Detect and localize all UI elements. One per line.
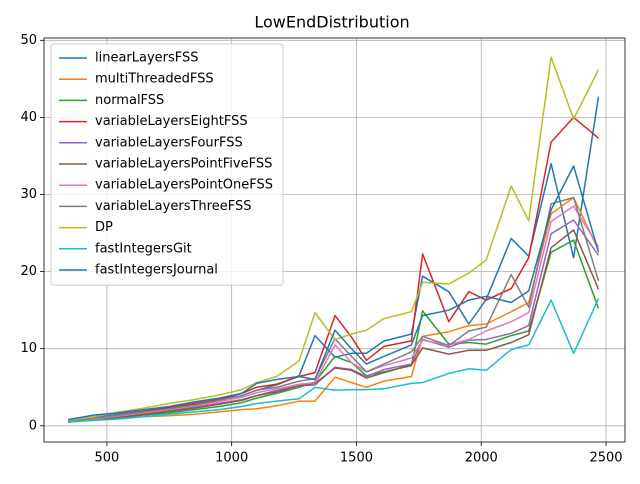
series-line: [68, 196, 600, 422]
x-tick-label: 500: [94, 451, 119, 466]
legend-label: variableLayersFourFSS: [95, 135, 243, 150]
legend-label: variableLayersPointOneFSS: [95, 178, 273, 193]
x-tick-label: 2000: [465, 451, 498, 466]
y-tick-label: 0: [29, 418, 37, 433]
legend-label: normalFSS: [95, 93, 164, 108]
series-line: [68, 298, 600, 423]
legend-label: variableLayersThreeFSS: [95, 199, 251, 214]
plot-frame: [43, 37, 626, 443]
legend-label: variableLayersPointFiveFSS: [95, 157, 272, 172]
y-tick-label: 10: [20, 341, 37, 356]
y-tick-label: 30: [20, 187, 37, 202]
legend-label: fastIntegersGit: [95, 241, 192, 256]
legend-label: variableLayersEightFSS: [95, 114, 248, 129]
legend-label: linearLayersFSS: [95, 51, 199, 66]
series-line: [68, 239, 600, 423]
x-tick-label: 1500: [340, 451, 373, 466]
legend-box: [50, 43, 284, 286]
series-line: [68, 196, 600, 422]
y-tick-label: 20: [20, 264, 37, 279]
y-tick-label: 50: [20, 33, 37, 48]
x-tick-label: 1000: [215, 451, 248, 466]
legend-label: multiThreadedFSS: [95, 72, 214, 87]
legend-label: DP: [95, 220, 113, 235]
x-tick-label: 2500: [589, 451, 622, 466]
series-line: [68, 229, 600, 423]
y-tick-label: 40: [20, 110, 37, 125]
chart-title: LowEndDistribution: [254, 13, 409, 32]
legend-label: fastIntegersJournal: [95, 263, 218, 278]
series-line: [68, 205, 600, 423]
series-line: [68, 219, 600, 423]
series-line: [68, 56, 600, 422]
series-line: [68, 116, 599, 423]
series-line: [68, 165, 600, 421]
